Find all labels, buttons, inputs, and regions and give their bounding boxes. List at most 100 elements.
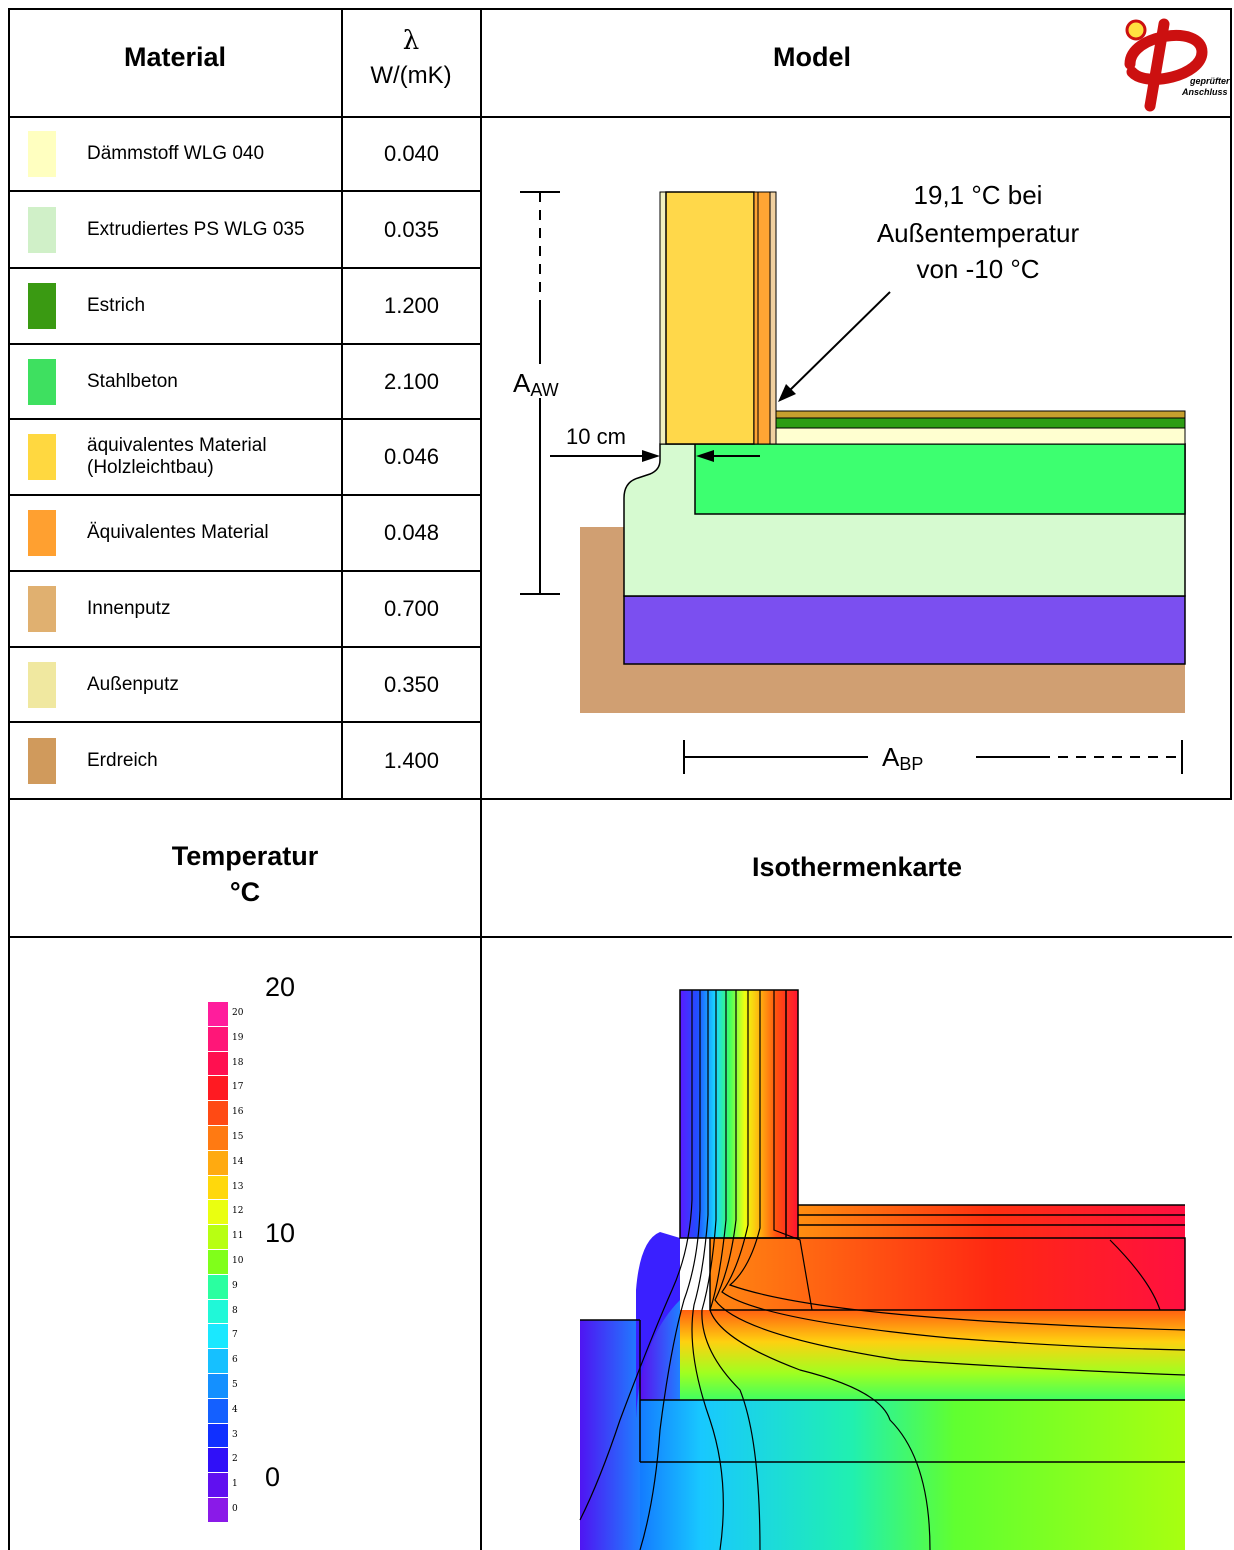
scale-color-box <box>208 1398 228 1423</box>
scale-label: 19 <box>232 1032 244 1043</box>
scale-color-box <box>208 1200 228 1225</box>
scale-label: 8 <box>232 1305 238 1316</box>
material-name: Stahlbeton <box>87 370 178 392</box>
annotation-line-2: Außentemperatur <box>877 218 1080 248</box>
temperature-header: Temperatur °C <box>8 838 482 910</box>
material-name: Extrudiertes PS WLG 035 <box>87 218 305 240</box>
material-name: äquivalentes Material (Holzleichtbau) <box>87 435 267 478</box>
grid-row4-bottom <box>8 418 482 420</box>
arrow-left-icon <box>696 450 714 462</box>
grid-right-border <box>1230 8 1232 800</box>
scale-major-mid: 10 <box>265 1218 296 1248</box>
annotation-pointer <box>785 291 891 395</box>
material-swatch <box>28 283 56 329</box>
wall-equivalent-orange <box>753 191 771 445</box>
scale-color-box <box>208 1274 228 1299</box>
material-swatch <box>28 586 56 632</box>
material-lambda-value: 2.100 <box>383 368 440 394</box>
scale-color-box <box>208 1299 228 1324</box>
model-header: Model <box>773 42 851 72</box>
material-lambda-value: 0.035 <box>383 216 440 242</box>
material-lambda-value: 0.700 <box>383 596 440 621</box>
material-name: Außenputz <box>87 673 179 695</box>
scale-color-box <box>208 1473 228 1497</box>
scale-label: 0 <box>232 1504 238 1514</box>
iso-wall <box>680 990 798 1238</box>
grid-center-divider <box>480 8 482 1550</box>
scale-color-box <box>208 1150 228 1175</box>
scale-label: 12 <box>232 1206 244 1217</box>
scale-label: 3 <box>232 1429 238 1440</box>
logo-text-2: Anschluss <box>1181 87 1228 97</box>
temperature-header-line2: °C <box>229 877 261 907</box>
scale-label: 14 <box>232 1156 244 1167</box>
annotation-line-1: 19,1 °C bei <box>914 180 1043 210</box>
lambda-unit: W/(mK) <box>370 62 452 89</box>
scale-color-box <box>208 1374 228 1398</box>
scale-label: 13 <box>232 1181 244 1192</box>
wall-equivalent-material <box>665 191 755 445</box>
grid-row2-bottom <box>8 267 482 269</box>
scale-color-box <box>208 1448 228 1473</box>
material-name: Innenputz <box>87 598 171 619</box>
arrow-right-icon <box>642 450 660 462</box>
scale-color-box <box>208 1126 228 1150</box>
wall-inner-plaster <box>769 191 777 445</box>
scale-major-bottom: 0 <box>265 1462 281 1492</box>
scale-color-box <box>208 1002 228 1026</box>
material-header: Material <box>123 42 227 72</box>
scale-label: 6 <box>232 1355 238 1366</box>
scale-color-box <box>208 1349 228 1373</box>
lambda-symbol: λ <box>402 26 420 56</box>
material-lambda-value: 1.200 <box>383 293 440 318</box>
material-swatch <box>28 737 56 784</box>
scale-color-box <box>208 1250 228 1274</box>
grid-left-border <box>8 8 10 1550</box>
lambda-header: λ W/(mK) <box>342 26 480 90</box>
grid-row6-bottom <box>8 570 482 572</box>
isotherm-lines <box>579 990 1186 1550</box>
isotherm-header: Isothermenkarte <box>751 852 963 882</box>
ground-slab <box>623 595 1186 665</box>
material-name: Estrich <box>87 295 146 316</box>
scale-label: 7 <box>232 1330 238 1341</box>
grid-lambda-divider <box>341 8 343 800</box>
annotation-line-3: von -10 °C <box>916 254 1039 284</box>
logo-sun-icon <box>1125 19 1147 41</box>
scale-label: 2 <box>232 1454 238 1465</box>
grid-temp-header-bottom <box>8 936 1232 938</box>
screed-layer <box>775 417 1186 429</box>
scale-label: 4 <box>232 1404 238 1415</box>
scale-label: 5 <box>232 1380 238 1390</box>
scale-color-box <box>208 1175 228 1200</box>
grid-materials-bottom <box>8 798 1232 800</box>
iso-xps <box>640 1310 1185 1400</box>
scale-label: 1 <box>232 1479 238 1490</box>
grid-top-border <box>8 8 1232 10</box>
scale-label: 10 <box>232 1256 244 1266</box>
material-name: Erdreich <box>87 749 158 771</box>
logo-phi-icon <box>1124 18 1208 112</box>
grid-row3-bottom <box>8 343 482 345</box>
annotation-arrow-icon <box>778 384 796 402</box>
dim-aw-label: AAW <box>513 368 559 400</box>
isotherm-outlines <box>580 989 1186 1463</box>
grid-row5-bottom <box>8 494 482 496</box>
material-lambda-value: 0.046 <box>383 444 440 469</box>
scale-label: 17 <box>232 1082 244 1093</box>
material-name: Dämmstoff WLG 040 <box>87 143 265 164</box>
wall-outer-render <box>659 191 667 445</box>
dim-bp-label: ABP <box>882 742 923 774</box>
scale-label: 11 <box>232 1231 244 1242</box>
iso-soil-left <box>580 1320 640 1550</box>
approved-connection-logo: geprüfter Anschluss <box>1124 18 1230 112</box>
iso-slab <box>710 1238 1185 1310</box>
grid-row1-bottom <box>8 190 482 192</box>
scale-label: 9 <box>232 1280 238 1291</box>
material-swatch <box>28 661 56 708</box>
floor-insulation <box>775 427 1186 445</box>
temperature-header-line1: Temperatur <box>171 841 319 871</box>
grid-header-bottom <box>8 116 1232 118</box>
material-lambda-value: 0.350 <box>383 671 440 697</box>
material-swatch <box>28 434 56 480</box>
